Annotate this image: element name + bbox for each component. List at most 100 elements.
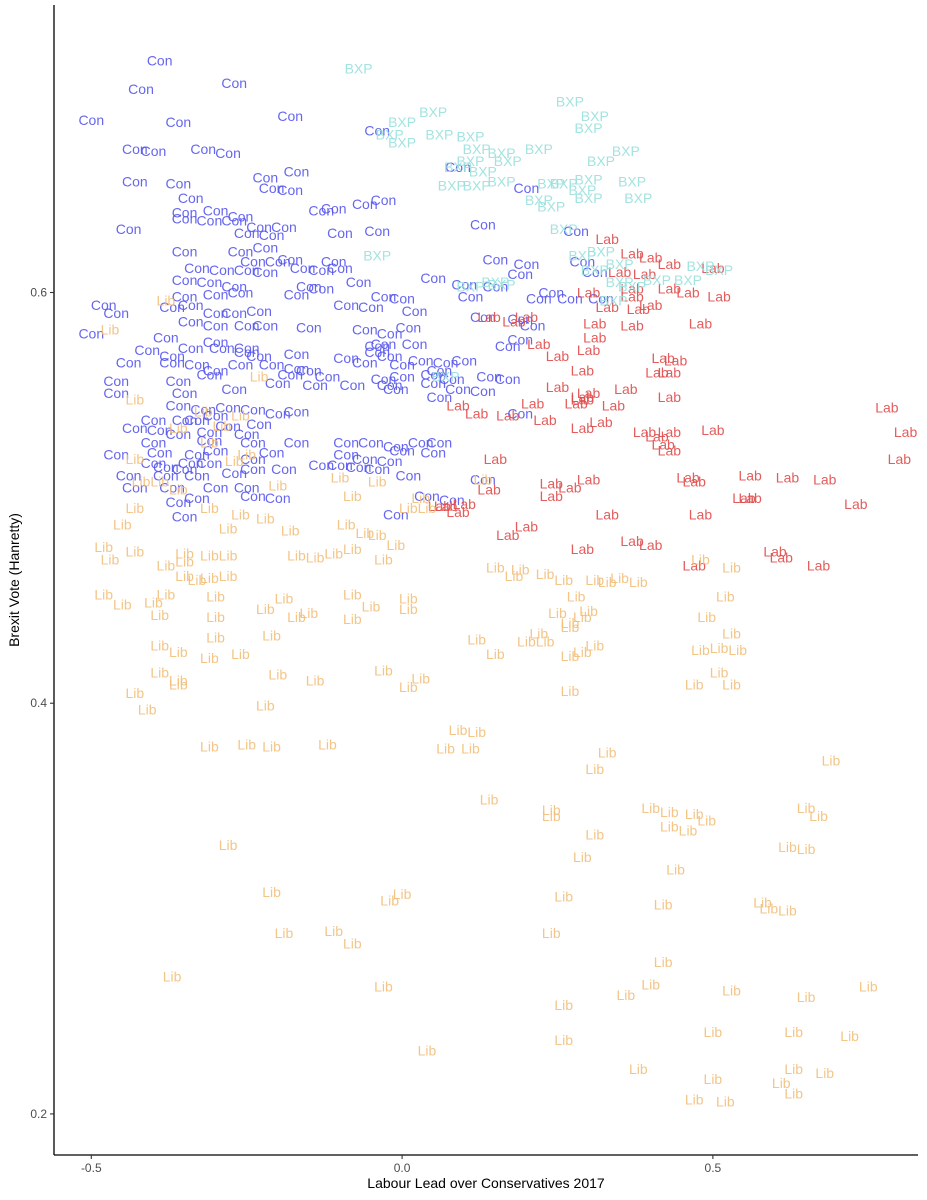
point-label-lib: Lib [393, 886, 412, 902]
point-label-con: Con [122, 420, 148, 436]
point-label-lab: Lab [683, 473, 707, 489]
point-label-con: Con [184, 447, 210, 463]
point-label-con: Con [265, 254, 291, 270]
point-label-lib: Lib [206, 630, 225, 646]
point-label-lab: Lab [620, 533, 644, 549]
point-label-con: Con [122, 141, 148, 157]
point-label-con: Con [172, 211, 198, 227]
point-label-con: Con [122, 174, 148, 190]
point-label-lab: Lab [701, 422, 725, 438]
point-label-con: Con [265, 406, 291, 422]
point-label-lib: Lib [144, 595, 163, 611]
point-label-bxp: BXP [425, 126, 453, 142]
point-label-bxp: BXP [568, 182, 596, 198]
point-label-con: Con [165, 373, 191, 389]
point-label-con: Con [427, 434, 453, 450]
point-label-con: Con [91, 297, 117, 313]
point-label-con: Con [116, 354, 142, 370]
point-label-lib: Lib [262, 627, 281, 643]
point-label-lab: Lab [540, 488, 564, 504]
point-label-lib: Lib [125, 685, 144, 701]
point-label-lab: Lab [571, 363, 595, 379]
point-label-con: Con [296, 363, 322, 379]
point-label-lib: Lib [585, 572, 604, 588]
point-label-lib: Lib [324, 923, 343, 939]
point-label-con: Con [234, 426, 260, 442]
point-label-lib: Lib [759, 901, 778, 917]
point-label-con: Con [184, 260, 210, 276]
point-label-lib: Lib [150, 664, 169, 680]
point-label-con: Con [141, 412, 167, 428]
point-label-lib: Lib [150, 607, 169, 623]
point-label-con: Con [234, 317, 260, 333]
point-label-bxp: BXP [550, 176, 578, 192]
point-label-bxp: BXP [537, 198, 565, 214]
point-label-lab: Lab [639, 297, 663, 313]
point-label-con: Con [252, 239, 278, 255]
point-label-lib: Lib [722, 560, 741, 576]
point-label-lib: Lib [629, 1061, 648, 1077]
point-label-con: Con [103, 373, 129, 389]
point-label-con: Con [203, 305, 229, 321]
point-label-lib: Lib [554, 572, 573, 588]
point-label-lab: Lab [620, 245, 644, 261]
point-label-lab: Lab [571, 389, 595, 405]
point-label-con: Con [277, 182, 303, 198]
point-label-con: Con [141, 434, 167, 450]
point-label-bxp: BXP [705, 262, 733, 278]
point-label-con: Con [364, 122, 390, 138]
point-label-con: Con [165, 397, 191, 413]
point-label-lib: Lib [343, 488, 362, 504]
point-label-con: Con [507, 332, 533, 348]
point-label-lib: Lib [399, 601, 418, 617]
point-label-lib: Lib [262, 738, 281, 754]
point-label-con: Con [427, 389, 453, 405]
point-label-bxp: BXP [686, 258, 714, 274]
point-label-bxp: BXP [419, 104, 447, 120]
point-label-con: Con [153, 467, 179, 483]
point-label-con: Con [147, 445, 173, 461]
point-label-con: Con [203, 202, 229, 218]
point-label-lab: Lab [484, 451, 508, 467]
point-label-con: Con [221, 381, 247, 397]
point-label-lab: Lab [894, 424, 918, 440]
x-tick-label: -0.5 [81, 1161, 102, 1175]
x-tick-label: 0.0 [394, 1161, 411, 1175]
point-label-lib: Lib [561, 648, 580, 664]
point-label-con: Con [240, 402, 266, 418]
point-label-con: Con [482, 278, 508, 294]
point-label-lib: Lib [629, 574, 648, 590]
point-label-con: Con [197, 274, 223, 290]
point-label-lab: Lab [453, 496, 477, 512]
point-label-lab: Lab [658, 443, 682, 459]
y-tick-label: 0.4 [30, 696, 47, 710]
point-label-bxp: BXP [456, 128, 484, 144]
point-label-lib: Lib [822, 753, 841, 769]
point-label-lab: Lab [738, 467, 762, 483]
point-label-con: Con [240, 254, 266, 270]
point-label-bxp: BXP [363, 248, 391, 264]
point-label-lib: Lib [132, 473, 151, 489]
point-label-lab: Lab [515, 309, 539, 325]
point-label-lib: Lib [113, 597, 132, 613]
point-label-lib: Lib [660, 804, 679, 820]
point-label-lib: Lib [660, 818, 679, 834]
point-label-lib: Lib [287, 609, 306, 625]
point-label-lib: Lib [343, 541, 362, 557]
point-label-lib: Lib [691, 642, 710, 658]
point-label-lab: Lab [596, 506, 620, 522]
point-label-lab: Lab [620, 317, 644, 333]
point-label-con: Con [203, 287, 229, 303]
point-label-con: Con [147, 422, 173, 438]
point-label-con: Con [420, 367, 446, 383]
point-label-bxp: BXP [587, 153, 615, 169]
point-label-lib: Lib [598, 745, 617, 761]
point-label-lib: Lib [617, 987, 636, 1003]
point-label-con: Con [240, 461, 266, 477]
point-label-con: Con [178, 297, 204, 313]
point-label-con: Con [383, 381, 409, 397]
point-label-lib: Lib [268, 666, 287, 682]
point-label-con: Con [296, 319, 322, 335]
point-label-lib: Lib [250, 369, 269, 385]
point-label-lib: Lib [542, 802, 561, 818]
